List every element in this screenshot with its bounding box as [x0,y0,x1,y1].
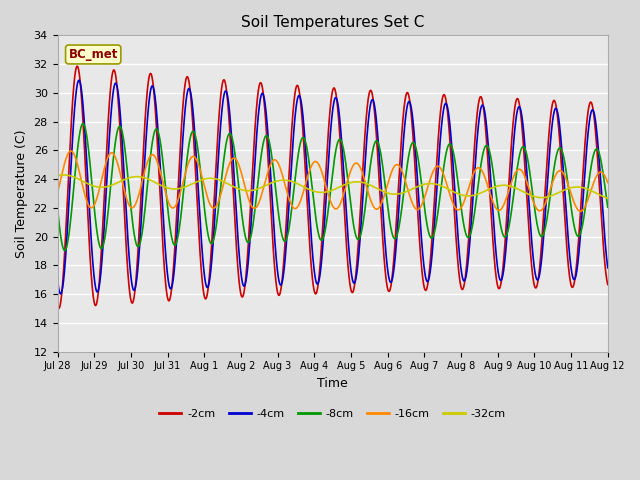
Legend: -2cm, -4cm, -8cm, -16cm, -32cm: -2cm, -4cm, -8cm, -16cm, -32cm [155,405,511,423]
Y-axis label: Soil Temperature (C): Soil Temperature (C) [15,129,28,258]
X-axis label: Time: Time [317,377,348,390]
Text: BC_met: BC_met [68,48,118,61]
Title: Soil Temperatures Set C: Soil Temperatures Set C [241,15,424,30]
